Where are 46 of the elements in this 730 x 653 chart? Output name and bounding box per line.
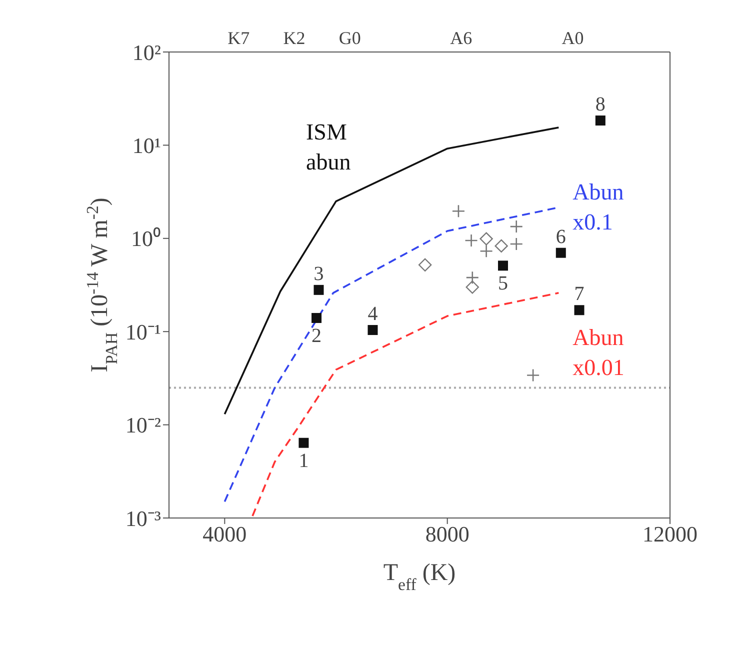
annotation: 2 bbox=[312, 324, 322, 347]
y-tick-label: 10⁰ bbox=[131, 226, 161, 252]
y-tick-label: 10⁻¹ bbox=[125, 319, 161, 344]
text: A6 bbox=[450, 28, 472, 48]
point bbox=[480, 232, 493, 246]
annotation: 1 bbox=[298, 450, 309, 472]
point bbox=[510, 237, 524, 251]
x-tick-label: 4000 bbox=[202, 522, 247, 547]
point bbox=[480, 244, 493, 258]
point bbox=[510, 220, 524, 234]
point bbox=[464, 234, 478, 248]
annotation: 7 bbox=[574, 283, 584, 306]
series-label: Abun x0.1 bbox=[572, 179, 624, 234]
point bbox=[368, 325, 378, 336]
text: K7 bbox=[228, 28, 250, 48]
text: K2 bbox=[283, 28, 306, 48]
x-tick-label: 8000 bbox=[425, 522, 470, 547]
y-tick-label: 10⁻³ bbox=[125, 506, 162, 531]
y-tick-label: 10⁻² bbox=[125, 412, 162, 438]
point bbox=[466, 270, 480, 284]
x-axis-title: T$_{eff}$ (K) bbox=[383, 560, 456, 594]
annotation: 5 bbox=[498, 272, 508, 295]
point bbox=[418, 258, 432, 272]
point bbox=[466, 280, 479, 294]
annotation: 6 bbox=[556, 226, 566, 248]
point bbox=[298, 438, 309, 448]
y-tick-label: 10¹ bbox=[132, 133, 161, 158]
series-label: ISM abun bbox=[306, 119, 352, 174]
point bbox=[494, 239, 508, 253]
point bbox=[314, 284, 324, 295]
line-series bbox=[252, 292, 560, 517]
series-label: Abun x0.01 bbox=[572, 324, 624, 380]
annotation: 3 bbox=[314, 262, 324, 285]
point bbox=[574, 305, 584, 316]
x-tick-label: 12000 bbox=[642, 522, 698, 547]
text: A0 bbox=[562, 28, 584, 48]
point bbox=[526, 368, 540, 382]
y-tick-label: 10² bbox=[132, 40, 162, 65]
point bbox=[556, 248, 566, 258]
annotation: 8 bbox=[595, 94, 606, 116]
point bbox=[595, 116, 606, 126]
point bbox=[452, 204, 466, 218]
text: G0 bbox=[338, 28, 361, 48]
annotation: 4 bbox=[368, 303, 378, 326]
point bbox=[498, 260, 508, 271]
point bbox=[312, 312, 322, 323]
